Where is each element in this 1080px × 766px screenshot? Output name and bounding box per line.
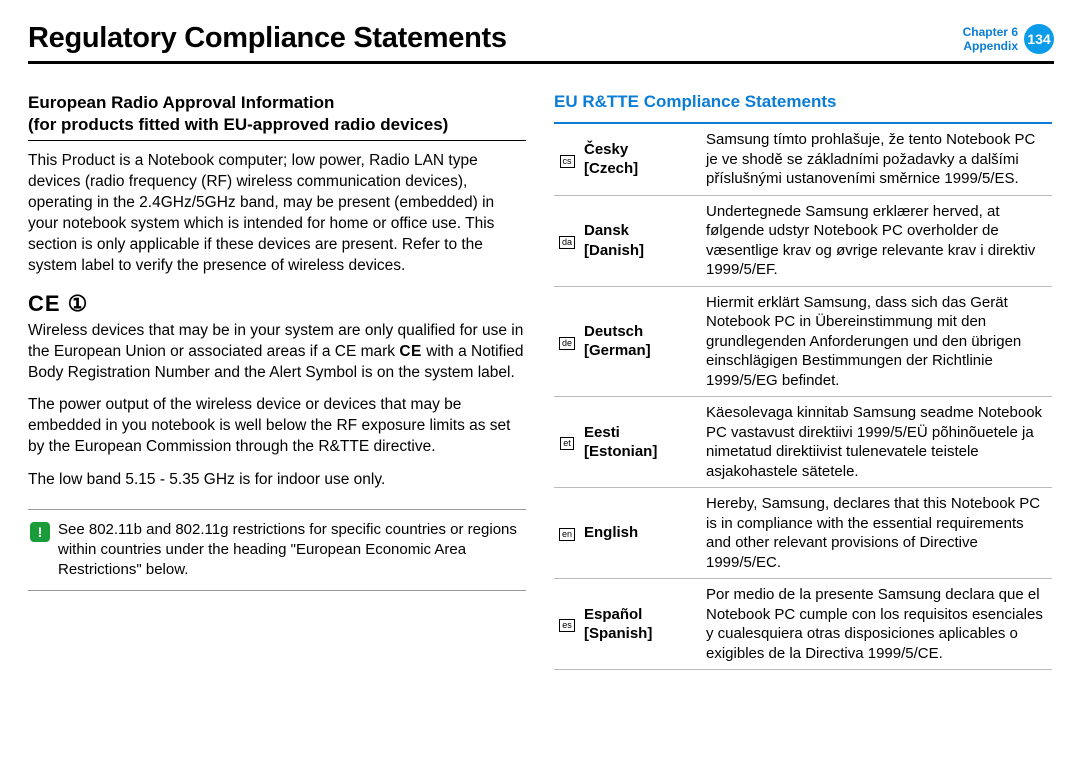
right-column: EU R&TTE Compliance Statements cs Česky[C… (554, 92, 1052, 670)
lang-code-badge: et (560, 437, 574, 450)
page-title: Regulatory Compliance Statements (28, 22, 507, 55)
header-divider (28, 61, 1054, 64)
table-row: cs Česky[Czech]Samsung tímto prohlašuje, … (554, 124, 1052, 195)
paragraph-1: This Product is a Notebook computer; low… (28, 151, 526, 277)
compliance-text: Käesolevaga kinnitab Samsung seadme Note… (704, 397, 1052, 488)
section-title-line1: European Radio Approval Information (28, 93, 334, 112)
paragraph-4: The low band 5.15 - 5.35 GHz is for indo… (28, 470, 526, 491)
lang-name: English (582, 488, 704, 579)
compliance-text: Por medio de la presente Samsung declara… (704, 579, 1052, 670)
section-divider (28, 140, 526, 141)
section-title-line2: (for products fitted with EU-approved ra… (28, 115, 448, 134)
chapter-line2: Appendix (963, 39, 1018, 53)
table-row: es Español[Spanish]Por medio de la presen… (554, 579, 1052, 670)
table-row: et Eesti[Estonian]Käesolevaga kinnitab Sa… (554, 397, 1052, 488)
paragraph-3: The power output of the wireless device … (28, 395, 526, 458)
page-number-badge: 134 (1024, 24, 1054, 54)
lang-code-icon: de (554, 286, 582, 397)
ce-mark-symbol: CE ① (28, 291, 526, 317)
compliance-text: Hereby, Samsung, declares that this Note… (704, 488, 1052, 579)
lang-code-badge: da (559, 236, 575, 249)
compliance-text: Samsung tímto prohlašuje, že tento Noteb… (704, 124, 1052, 195)
left-column: European Radio Approval Information (for… (28, 92, 526, 670)
lang-name: Česky[Czech] (582, 124, 704, 195)
compliance-title: EU R&TTE Compliance Statements (554, 92, 1052, 112)
lang-code-icon: da (554, 195, 582, 286)
lang-name: Español[Spanish] (582, 579, 704, 670)
section-title: European Radio Approval Information (for… (28, 92, 526, 136)
lang-code-badge: es (559, 619, 575, 632)
lang-code-icon: cs (554, 124, 582, 195)
inline-ce-mark: CE (399, 343, 422, 360)
compliance-table: cs Česky[Czech]Samsung tímto prohlašuje, … (554, 124, 1052, 670)
lang-code-icon: et (554, 397, 582, 488)
note-box: ! See 802.11b and 802.11g restrictions f… (28, 509, 526, 590)
chapter-block: Chapter 6 Appendix 134 (963, 24, 1054, 54)
chapter-text: Chapter 6 Appendix (963, 25, 1018, 54)
lang-code-icon: en (554, 488, 582, 579)
lang-name: Deutsch[German] (582, 286, 704, 397)
table-row: da Dansk[Danish]Undertegnede Samsung erkl… (554, 195, 1052, 286)
table-row: de Deutsch[German]Hiermit erklärt Samsung… (554, 286, 1052, 397)
note-text: See 802.11b and 802.11g restrictions for… (58, 520, 522, 579)
lang-code-badge: de (559, 337, 575, 350)
lang-code-badge: cs (560, 155, 575, 168)
compliance-text: Hiermit erklärt Samsung, dass sich das G… (704, 286, 1052, 397)
lang-code-icon: es (554, 579, 582, 670)
alert-icon: ! (30, 522, 50, 542)
lang-code-badge: en (559, 528, 575, 541)
lang-name: Eesti[Estonian] (582, 397, 704, 488)
chapter-line1: Chapter 6 (963, 25, 1018, 39)
lang-name: Dansk[Danish] (582, 195, 704, 286)
paragraph-2: Wireless devices that may be in your sys… (28, 321, 526, 384)
table-row: en EnglishHereby, Samsung, declares that … (554, 488, 1052, 579)
page-header: Regulatory Compliance Statements Chapter… (28, 22, 1054, 55)
compliance-text: Undertegnede Samsung erklærer herved, at… (704, 195, 1052, 286)
